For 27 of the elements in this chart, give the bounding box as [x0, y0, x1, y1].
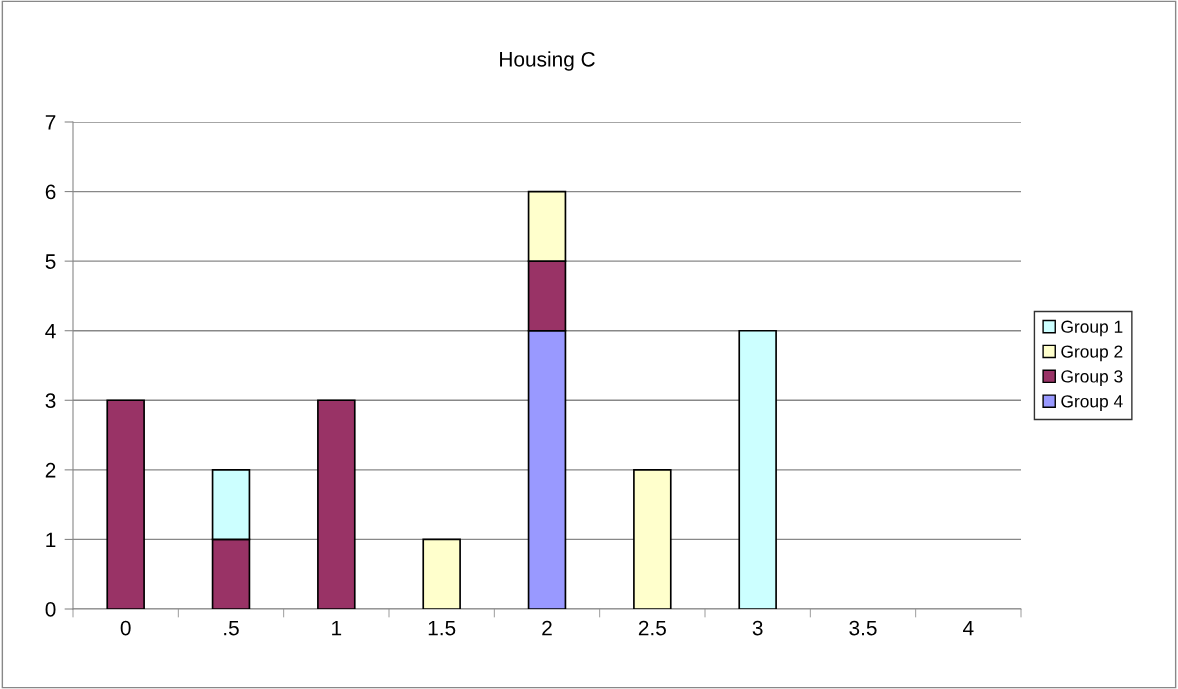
x-tick-label: 2 [542, 620, 552, 636]
y-tick-label: 4 [45, 323, 56, 339]
x-tick-label: 3 [752, 620, 763, 636]
y-tick-label: 3 [45, 393, 56, 409]
y-tick-label: 0 [45, 602, 56, 617]
y-tick-label: 2 [45, 462, 56, 478]
y-tick-label: 7 [45, 115, 56, 130]
y-tick-label: 1 [46, 532, 56, 547]
x-tick-label: 3.5 [849, 620, 877, 636]
x-tick-label: 1.5 [428, 620, 456, 636]
y-tick-label: 6 [45, 184, 56, 200]
x-tick-label: 2.5 [638, 620, 666, 636]
bar [317, 399, 356, 609]
chart-title: Housing C [500, 51, 595, 71]
legend-label: Group 4 [1061, 395, 1123, 411]
legend-label: Group 1 [1061, 320, 1123, 337]
x-tick-label: 1 [332, 620, 342, 636]
x-tick-label: .5 [224, 620, 239, 636]
bar [106, 399, 145, 609]
x-tick-label: 4 [963, 620, 974, 636]
bar [738, 329, 777, 609]
bar [422, 538, 461, 609]
y-tick-label: 5 [45, 254, 56, 269]
x-tick-label: 0 [120, 620, 131, 636]
legend-label: Group 3 [1061, 370, 1123, 387]
legend-label: Group 2 [1061, 345, 1123, 362]
bar [633, 469, 672, 609]
